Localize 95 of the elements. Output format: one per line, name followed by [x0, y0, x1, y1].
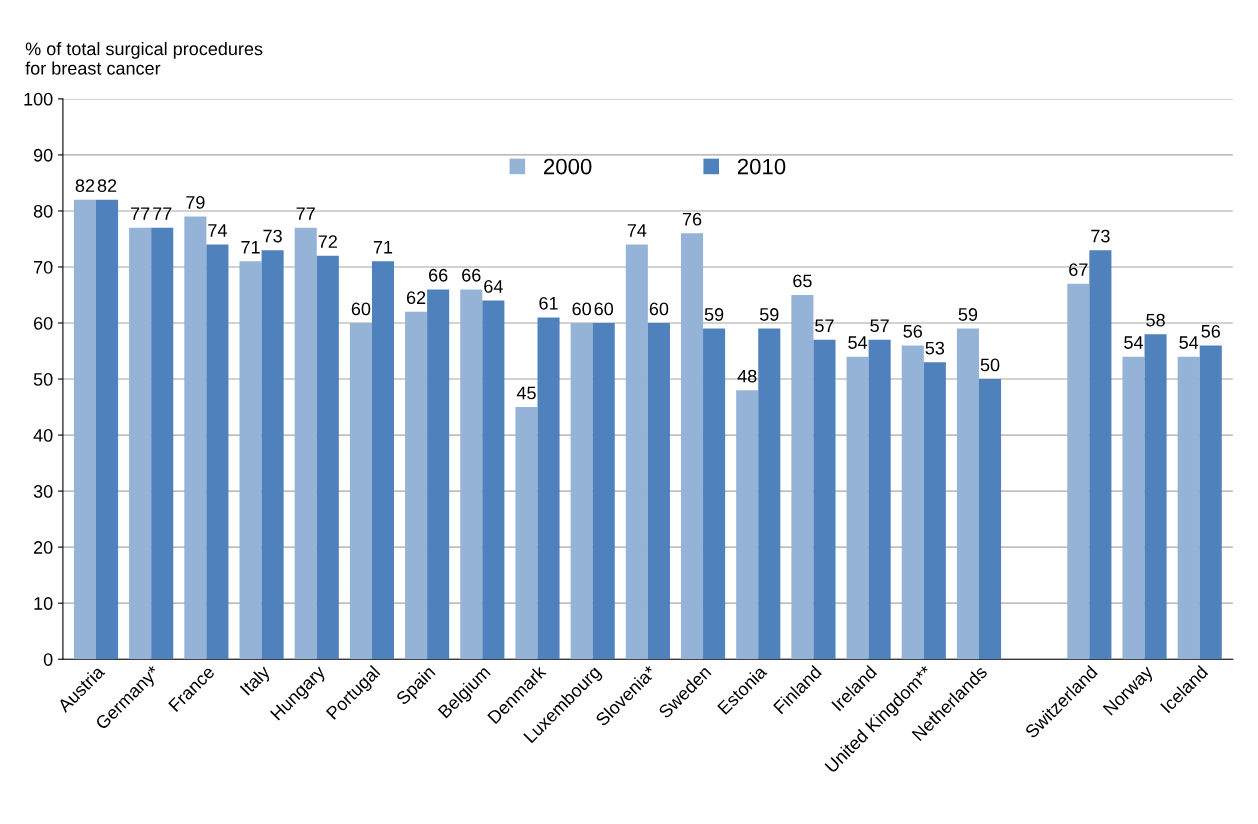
- bar: [901, 345, 924, 660]
- bar: [956, 328, 979, 660]
- bar: [813, 339, 836, 660]
- y-tick-label: 40: [33, 429, 53, 442]
- data-label: 57: [815, 319, 834, 333]
- data-label: 53: [925, 341, 945, 355]
- bar: [151, 227, 174, 660]
- bar: [482, 300, 505, 660]
- bar: [680, 233, 704, 660]
- data-label: 54: [848, 336, 868, 349]
- data-label: 76: [682, 212, 702, 226]
- bar: [758, 328, 781, 660]
- bar: [1067, 283, 1090, 660]
- data-label: 65: [793, 274, 812, 288]
- bar: [73, 199, 97, 660]
- y-tick-label: 60: [34, 316, 53, 330]
- data-label: 66: [429, 268, 448, 282]
- bar: [460, 289, 483, 660]
- data-label: 59: [704, 308, 724, 321]
- bar: [1177, 356, 1200, 660]
- bar: [427, 289, 450, 660]
- bar: [570, 323, 593, 660]
- bar: [647, 323, 670, 660]
- bar: [316, 255, 339, 660]
- bar: [405, 311, 428, 660]
- y-tick-label: 20: [34, 541, 53, 554]
- data-label: 56: [903, 324, 923, 338]
- bar: [96, 199, 119, 660]
- data-label: 54: [1179, 336, 1199, 349]
- bar: [239, 261, 262, 660]
- data-label: 54: [1124, 336, 1144, 349]
- data-label: 79: [186, 196, 205, 209]
- bar: [206, 244, 229, 660]
- bar: [625, 244, 648, 660]
- data-label: 59: [958, 308, 978, 321]
- data-label: 45: [516, 386, 536, 400]
- data-label: 48: [737, 369, 757, 383]
- bar: [703, 328, 726, 660]
- bar: [129, 227, 152, 660]
- data-label: 73: [263, 229, 282, 243]
- y-tick-label: 100: [24, 92, 53, 106]
- data-label: 82: [75, 179, 95, 192]
- data-label: 73: [1091, 229, 1110, 243]
- data-label: 74: [627, 224, 647, 237]
- data-label: 62: [406, 291, 426, 305]
- legend-label: 2010: [737, 158, 786, 175]
- data-label: 57: [870, 319, 889, 333]
- data-label: 58: [1146, 313, 1165, 327]
- bar: [1122, 356, 1145, 660]
- data-label: 67: [1069, 263, 1088, 277]
- bar: [1199, 345, 1222, 660]
- bar: [349, 323, 372, 660]
- bar: [791, 294, 814, 660]
- y-tick-label: 90: [33, 148, 53, 162]
- bar: [846, 356, 869, 660]
- data-label: 60: [572, 302, 591, 316]
- bar: [515, 407, 538, 660]
- data-label: 77: [296, 207, 315, 220]
- data-label: 82: [97, 179, 117, 192]
- y-tick-label: 30: [33, 485, 53, 498]
- data-label: 60: [594, 302, 614, 316]
- bar: [868, 339, 891, 660]
- y-tick-label: 50: [33, 372, 53, 386]
- data-label: 77: [153, 207, 172, 220]
- data-label: 61: [539, 296, 558, 310]
- data-label: 60: [649, 302, 669, 316]
- x-tick-label: Italy: [239, 664, 274, 699]
- data-label: 71: [373, 241, 393, 254]
- bar: [736, 390, 759, 660]
- bar: [537, 317, 560, 660]
- bar: [978, 379, 1002, 660]
- data-label: 59: [759, 308, 779, 321]
- data-label: 66: [462, 268, 481, 282]
- bar: [261, 250, 284, 660]
- y-tick-label: 70: [34, 260, 53, 274]
- data-label: 74: [208, 224, 227, 237]
- data-label: 56: [1201, 324, 1221, 338]
- bar: [592, 323, 615, 660]
- data-label: 72: [318, 235, 337, 248]
- bar: [294, 227, 317, 660]
- data-label: 60: [351, 302, 371, 316]
- y-tick-label: 0: [43, 653, 53, 666]
- data-label: 64: [484, 280, 503, 293]
- legend-label: 2000: [544, 158, 592, 175]
- data-label: 77: [131, 207, 150, 220]
- bar: [184, 216, 207, 660]
- y-axis-title: % of total surgical procedures for breast cancer: [25, 42, 263, 75]
- bar: [923, 362, 946, 660]
- data-label: 71: [241, 241, 260, 254]
- bar: [371, 261, 395, 660]
- data-label: 50: [980, 358, 1000, 372]
- bar: [1144, 334, 1167, 660]
- y-tick-label: 10: [34, 597, 53, 610]
- bar: [1089, 250, 1112, 660]
- y-tick-label: 80: [33, 204, 53, 218]
